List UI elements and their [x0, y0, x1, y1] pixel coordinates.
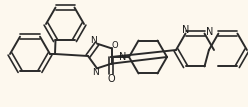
Text: N: N	[119, 52, 127, 62]
Text: N: N	[182, 25, 189, 35]
Text: N: N	[206, 27, 213, 37]
Text: O: O	[111, 41, 118, 50]
Text: N: N	[93, 68, 99, 77]
Text: O: O	[107, 74, 115, 84]
Text: N: N	[91, 36, 97, 45]
